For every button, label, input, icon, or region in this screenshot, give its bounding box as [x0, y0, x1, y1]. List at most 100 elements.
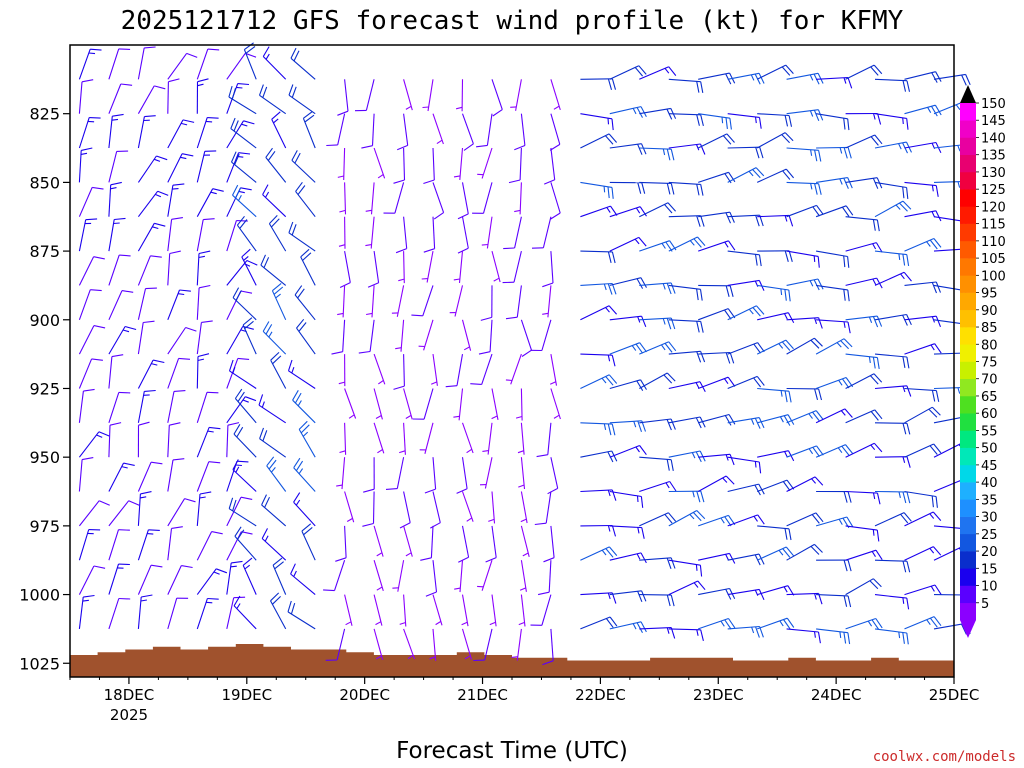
- wind-barb: [339, 182, 347, 215]
- wind-barb: [365, 182, 375, 215]
- colorbar-swatch: [960, 361, 976, 380]
- wind-barb: [609, 552, 647, 564]
- wind-barb: [453, 147, 464, 180]
- wind-barb: [461, 113, 474, 151]
- wind-barb: [698, 617, 736, 630]
- wind-barb: [639, 202, 677, 218]
- wind-barb: [609, 590, 647, 603]
- wind-barb: [580, 205, 618, 218]
- wind-barb: [845, 177, 883, 189]
- wind-barb: [757, 387, 792, 403]
- colorbar-label: 90: [981, 304, 998, 319]
- y-tick-label: 925: [29, 379, 60, 398]
- wind-barb: [815, 444, 854, 458]
- wind-barb: [815, 376, 854, 390]
- wind-barb: [518, 594, 526, 627]
- wind-barb: [196, 188, 224, 217]
- wind-barb: [904, 104, 942, 117]
- wind-barb: [874, 422, 911, 435]
- wind-barb: [547, 457, 559, 495]
- colorbar-swatch: [960, 585, 976, 604]
- wind-barb: [845, 242, 883, 253]
- wind-barb: [668, 78, 704, 94]
- wind-barb: [530, 319, 552, 352]
- wind-barb: [421, 250, 434, 283]
- colorbar-label: 25: [981, 528, 998, 543]
- wind-barb: [373, 422, 385, 454]
- wind-barb: [196, 48, 220, 80]
- wind-barb: [698, 240, 736, 252]
- wind-barb: [727, 417, 765, 429]
- y-axis: 825 850 875 900 925 950 975 1000 1025: [19, 105, 70, 673]
- wind-barb: [609, 420, 647, 432]
- wind-barb: [639, 594, 675, 607]
- wind-barb: [580, 616, 618, 630]
- wind-barb: [518, 457, 526, 490]
- wind-barb: [757, 617, 795, 630]
- wind-barb: [391, 285, 405, 317]
- wind-barb: [845, 442, 883, 458]
- wind-barb: [668, 628, 704, 642]
- wind-barb: [668, 350, 706, 363]
- wind-barb: [904, 181, 939, 197]
- wind-barb: [399, 594, 407, 627]
- wind-barb: [287, 600, 316, 630]
- wind-barb: [454, 560, 464, 593]
- colorbar-label: 120: [981, 200, 1006, 215]
- wind-barb: [786, 250, 820, 268]
- wind-barb: [137, 421, 150, 458]
- wind-barb: [473, 628, 493, 662]
- colorbar-swatch: [960, 344, 976, 362]
- wind-barb: [531, 216, 552, 249]
- wind-barb: [580, 282, 617, 295]
- wind-barb: [78, 594, 95, 629]
- wind-barb: [757, 214, 794, 227]
- wind-barb: [639, 341, 677, 355]
- wind-barb: [385, 457, 405, 490]
- wind-barb: [422, 79, 434, 112]
- wind-barb: [392, 560, 405, 592]
- wind-barb: [786, 181, 822, 195]
- wind-barb: [361, 113, 375, 149]
- wind-barb: [78, 117, 101, 149]
- wind-barb: [520, 491, 528, 524]
- wind-barb: [549, 113, 561, 151]
- wind-barb: [373, 388, 383, 420]
- x-tick-label: 25DEC: [929, 686, 980, 704]
- wind-barb: [266, 456, 287, 492]
- wind-barb: [373, 147, 386, 179]
- wind-barb: [874, 456, 911, 468]
- wind-barb: [904, 71, 942, 83]
- x-tick-label: 20DEC: [339, 686, 390, 704]
- wind-barb: [904, 387, 940, 402]
- wind-barb: [904, 406, 941, 424]
- wind-barb: [167, 52, 198, 80]
- wind-barb: [300, 248, 316, 286]
- wind-barb: [697, 133, 735, 149]
- colorbar-label: 35: [981, 493, 998, 508]
- wind-barb: [268, 215, 287, 252]
- wind-barb: [373, 560, 384, 592]
- wind-barb: [301, 523, 316, 561]
- wind-barb: [230, 117, 257, 149]
- wind-barb: [108, 217, 126, 252]
- wind-barb: [196, 531, 223, 561]
- y-tick-label: 1025: [19, 654, 60, 673]
- wind-barb: [874, 385, 912, 397]
- colorbar-swatch: [960, 499, 976, 517]
- wind-barb: [288, 221, 316, 252]
- wind-barb: [290, 47, 316, 80]
- wind-barb: [108, 422, 122, 458]
- wind-barb: [137, 594, 153, 629]
- colorbar-swatch: [960, 430, 976, 448]
- wind-barb: [510, 79, 522, 111]
- wind-barb: [845, 353, 880, 369]
- wind-barb: [816, 284, 850, 302]
- wind-barb: [874, 594, 910, 610]
- wind-barb: [505, 353, 522, 385]
- wind-barb: [337, 79, 349, 116]
- credit-text[interactable]: coolwx.com/models: [873, 749, 1016, 765]
- colorbar-top-arrow: [960, 85, 976, 103]
- wind-barb: [167, 250, 181, 286]
- wind-barb: [137, 359, 165, 389]
